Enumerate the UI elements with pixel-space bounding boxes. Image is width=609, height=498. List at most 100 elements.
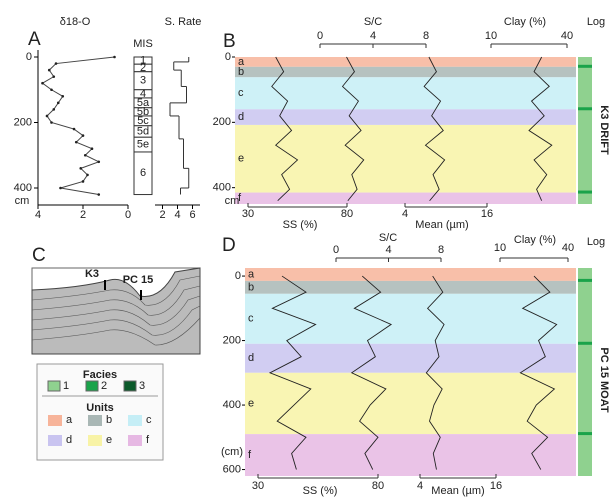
y-tick-label: 600 [223, 463, 241, 475]
log-facies [578, 341, 592, 345]
x-tick-label: 16 [481, 208, 493, 220]
y-unit: (cm) [221, 446, 243, 458]
profile-point [72, 127, 76, 131]
profile-point [81, 134, 85, 137]
axis-title: S/C [379, 232, 397, 244]
legend-label: a [66, 414, 73, 426]
profile-point [86, 173, 89, 177]
profile-point [79, 167, 83, 170]
profile-line [271, 56, 299, 202]
panel-letter: B [223, 31, 236, 52]
unit-band [245, 268, 576, 281]
panel-letter: A [28, 29, 41, 50]
unit-label: c [238, 87, 244, 99]
log-column [578, 268, 592, 476]
mis-label: 5b [137, 106, 149, 118]
x-tick-label: 16 [490, 480, 502, 492]
panel-title: δ18-O [60, 16, 91, 28]
mis-label: 6 [140, 167, 146, 179]
x-tick-label: 80 [341, 208, 353, 220]
y-tick-label: 400 [213, 182, 231, 194]
panel-letter: D [222, 235, 236, 256]
site-label: PC 15 [123, 274, 154, 286]
x-tick-label: 8 [438, 244, 444, 256]
profile-point [45, 114, 49, 118]
mis-label: 3 [140, 75, 146, 87]
unit-label: b [238, 66, 244, 78]
profile-point [41, 81, 44, 85]
legend-label: 3 [139, 380, 145, 392]
profile-line [41, 56, 115, 196]
unit-band [245, 372, 576, 435]
mis-label: 1 [140, 55, 146, 67]
legend-label: e [106, 434, 112, 446]
profile-point [90, 147, 94, 150]
mis-label: 4 [140, 88, 146, 100]
y-tick-label: 200 [14, 116, 32, 128]
legend-title: Units [86, 402, 114, 414]
profile-point [59, 186, 62, 190]
log-column [578, 57, 592, 204]
profile-point [74, 140, 78, 144]
x-tick-label: 0 [333, 244, 339, 256]
y-unit: cm [15, 195, 30, 207]
profile-point [56, 101, 60, 105]
profile-point [83, 153, 87, 157]
profile-point [54, 62, 58, 65]
mis-label: 5d [137, 125, 149, 137]
mis-label: 2 [140, 62, 146, 74]
x-tick-label: 6 [189, 209, 195, 221]
unit-label: f [248, 449, 252, 461]
legend-label: 2 [101, 380, 107, 392]
profile-line [341, 56, 365, 202]
x-tick-label: 0 [125, 209, 131, 221]
profile-line [519, 275, 558, 470]
legend-swatch [47, 380, 61, 392]
unit-band [245, 434, 576, 476]
axis-title: SS (%) [283, 219, 318, 231]
x-tick-label: 4 [370, 30, 376, 42]
legend-swatch [128, 415, 142, 426]
legend-label: d [66, 434, 72, 446]
x-tick-label: 0 [317, 30, 323, 42]
profile-line [350, 275, 393, 470]
y-tick-label: 0 [26, 51, 32, 63]
x-tick-label: 4 [417, 480, 423, 492]
panel-letter: C [32, 245, 46, 266]
legend-label: c [146, 414, 152, 426]
y-tick-label: 200 [223, 334, 241, 346]
legend-swatch [85, 380, 99, 392]
cross-section [31, 267, 201, 355]
axis-title: SS (%) [303, 485, 338, 497]
x-tick-label: 40 [561, 30, 573, 42]
y-tick-label: 200 [213, 116, 231, 128]
log-facies [578, 190, 592, 194]
axis-title: S/C [364, 16, 382, 28]
x-tick-label: 8 [423, 30, 429, 42]
profile-point [52, 108, 56, 111]
log-facies [578, 432, 592, 436]
x-tick-label: 10 [494, 242, 506, 254]
x-tick-label: 40 [562, 242, 574, 254]
profile-line [425, 275, 445, 470]
y-tick-label: 400 [14, 182, 32, 194]
profile-point [50, 88, 53, 92]
log-title: Log [587, 236, 605, 248]
y-unit: cm [225, 195, 240, 207]
axis-title: Clay (%) [504, 16, 546, 28]
unit-band [235, 77, 576, 110]
mis-label: 5a [137, 97, 150, 109]
x-tick-label: 4 [174, 209, 180, 221]
profile-point [113, 55, 116, 59]
legend-swatch [128, 435, 142, 446]
mis-label: 5c [137, 115, 149, 127]
unit-label: d [248, 352, 254, 364]
profile-point [97, 160, 101, 164]
axis-title: Mean (µm) [431, 485, 484, 497]
profile-line [268, 275, 317, 470]
unit-label: d [238, 111, 244, 123]
legend-swatch [48, 415, 62, 426]
x-tick-label: 4 [385, 244, 391, 256]
x-tick-label: 2 [80, 209, 86, 221]
unit-band [235, 109, 576, 125]
